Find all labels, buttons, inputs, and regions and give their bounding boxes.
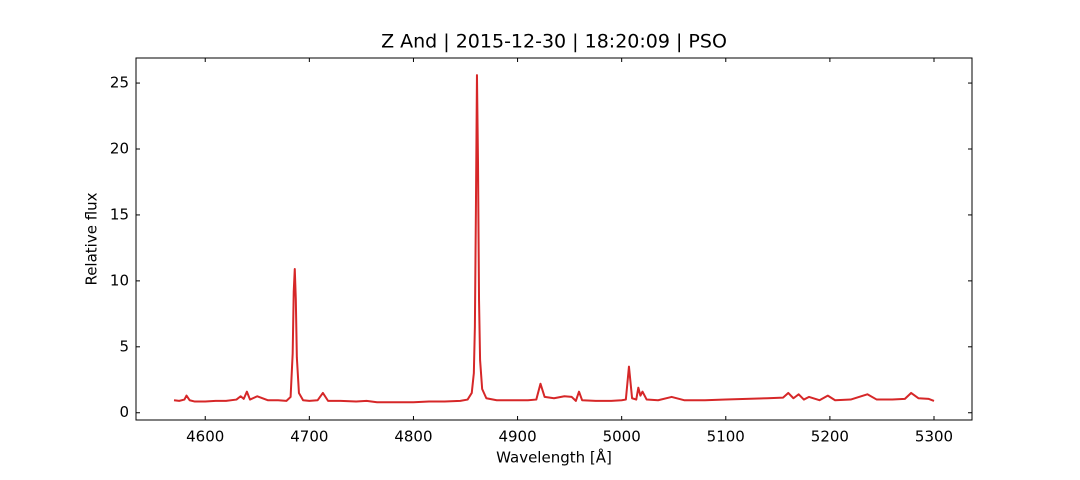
x-axis-label: Wavelength [Å] [496, 448, 612, 467]
x-tick-label: 4900 [498, 428, 536, 446]
y-tick-label: 10 [110, 271, 129, 289]
spectrum-line [173, 74, 935, 404]
x-tick-label: 5300 [915, 428, 953, 446]
x-tick-label: 5000 [603, 428, 641, 446]
y-tick-label: 20 [110, 139, 129, 157]
x-tick-label: 5100 [707, 428, 745, 446]
x-tick-label: 4600 [186, 428, 224, 446]
x-tick-label: 4700 [290, 428, 328, 446]
y-tick-label: 25 [110, 74, 129, 92]
y-tick-label: 5 [119, 337, 129, 355]
y-axis-label: Relative flux [83, 192, 101, 285]
y-tick-label: 15 [110, 205, 129, 223]
chart-title: Z And | 2015-12-30 | 18:20:09 | PSO [381, 31, 727, 53]
x-tick-label: 5200 [811, 428, 849, 446]
plot-frame [135, 57, 973, 421]
y-tick-label: 0 [119, 403, 129, 421]
x-tick-label: 4800 [394, 428, 432, 446]
